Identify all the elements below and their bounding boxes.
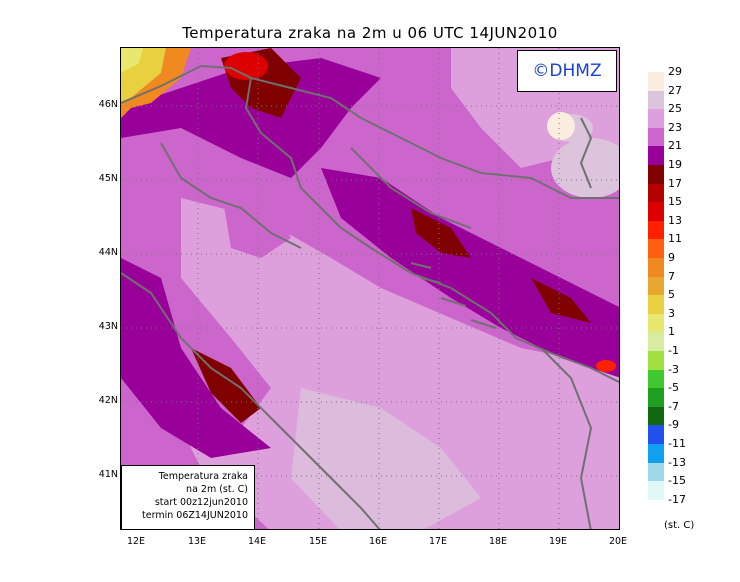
lon-tick-14e: 14E (247, 536, 267, 547)
legend-swatch (648, 165, 664, 184)
legend-label: 13 (668, 213, 682, 227)
legend-swatch (648, 276, 664, 296)
map-title: Temperatura zraka na 2m u 06 UTC 14JUN20… (182, 24, 558, 42)
legend-label: -1 (668, 344, 679, 357)
legend-label: -17 (668, 492, 686, 506)
lon-tick-17e: 17E (428, 536, 448, 547)
cold-spot-alps (224, 52, 268, 80)
legend-swatch (648, 425, 664, 444)
lat-tick-43n: 43N (98, 321, 118, 332)
info-line-3: start 00z12jun2010 (154, 497, 248, 508)
lat-tick-42n: 42N (98, 395, 118, 406)
legend-label: 29 (668, 65, 682, 78)
temperature-field (121, 48, 619, 529)
lat-tick-46n: 46N (98, 99, 118, 110)
warm-patch-east (551, 138, 619, 198)
legend-swatch (648, 332, 664, 351)
legend-swatch (648, 183, 664, 203)
legend-swatch (648, 369, 664, 389)
italian-coast (121, 272, 381, 529)
lat-tick-41n: 41N (98, 469, 118, 480)
lon-tick-13e: 13E (187, 536, 207, 547)
legend-swatch (648, 127, 664, 147)
legend-label: 19 (668, 158, 682, 171)
legend-label: -13 (668, 455, 686, 469)
legend-swatch (648, 462, 664, 482)
legend-swatch (648, 258, 664, 277)
legend-label: -15 (668, 474, 686, 488)
legend-label: 17 (668, 176, 682, 190)
cold-spot-east (596, 360, 616, 372)
legend-swatch (648, 406, 664, 426)
legend-swatch (648, 109, 664, 128)
lon-tick-19e: 19E (548, 536, 568, 547)
lon-tick-16e: 16E (368, 536, 388, 547)
legend-label: 3 (668, 306, 675, 320)
legend-label: 5 (668, 288, 675, 302)
east-adriatic-coast (121, 64, 619, 384)
legend-swatch (648, 239, 664, 258)
legend-label: 15 (668, 195, 682, 209)
legend-swatch (648, 295, 664, 314)
border-line-east (540, 347, 593, 529)
legend-label: 7 (668, 269, 675, 283)
legend-swatch (648, 313, 664, 333)
legend-swatch (648, 146, 664, 165)
islands (410, 262, 497, 329)
legend-label: -9 (668, 418, 679, 432)
legend-swatch (648, 202, 664, 221)
temperature-map: ©DHMZ Temperatura zraka na 2m (st. C) st… (120, 47, 620, 530)
legend-label: -5 (668, 381, 679, 395)
border-line-north (250, 77, 619, 199)
legend-label: -7 (668, 399, 679, 413)
info-line-2: na 2m (st. C) (186, 484, 248, 495)
legend-swatch (648, 481, 664, 500)
legend-label: 9 (668, 251, 675, 264)
warm-spot (547, 112, 575, 140)
lon-tick-20e: 20E (608, 536, 628, 547)
legend-swatch (648, 72, 664, 91)
legend-label: 25 (668, 102, 682, 116)
lon-tick-15e: 15E (308, 536, 328, 547)
cool-area-apennine (121, 258, 271, 458)
legend-label: 11 (668, 232, 682, 246)
legend-swatch (648, 444, 664, 463)
legend-swatch (648, 388, 664, 407)
lat-tick-44n: 44N (98, 247, 118, 258)
legend-label: -3 (668, 362, 679, 376)
legend-label: -11 (668, 437, 686, 450)
legend-swatch (648, 90, 664, 110)
legend-label: 1 (668, 325, 675, 339)
dhmz-logo: ©DHMZ (517, 50, 617, 92)
legend-unit: (st. C) (664, 520, 695, 531)
lon-tick-12e: 12E (126, 536, 146, 547)
cool-area-dinaric (321, 168, 619, 378)
info-line-1: Temperatura zraka (158, 471, 248, 482)
info-box: Temperatura zraka na 2m (st. C) start 00… (121, 465, 255, 529)
legend-label: 27 (668, 83, 682, 97)
legend-swatch (648, 220, 664, 240)
lat-tick-45n: 45N (98, 173, 118, 184)
info-line-4: termin 06Z14JUN2010 (142, 510, 248, 521)
legend-label: 23 (668, 120, 682, 134)
graticule (121, 48, 619, 529)
lon-tick-18e: 18E (488, 536, 508, 547)
legend-swatch (648, 351, 664, 370)
legend-label: 21 (668, 139, 682, 153)
